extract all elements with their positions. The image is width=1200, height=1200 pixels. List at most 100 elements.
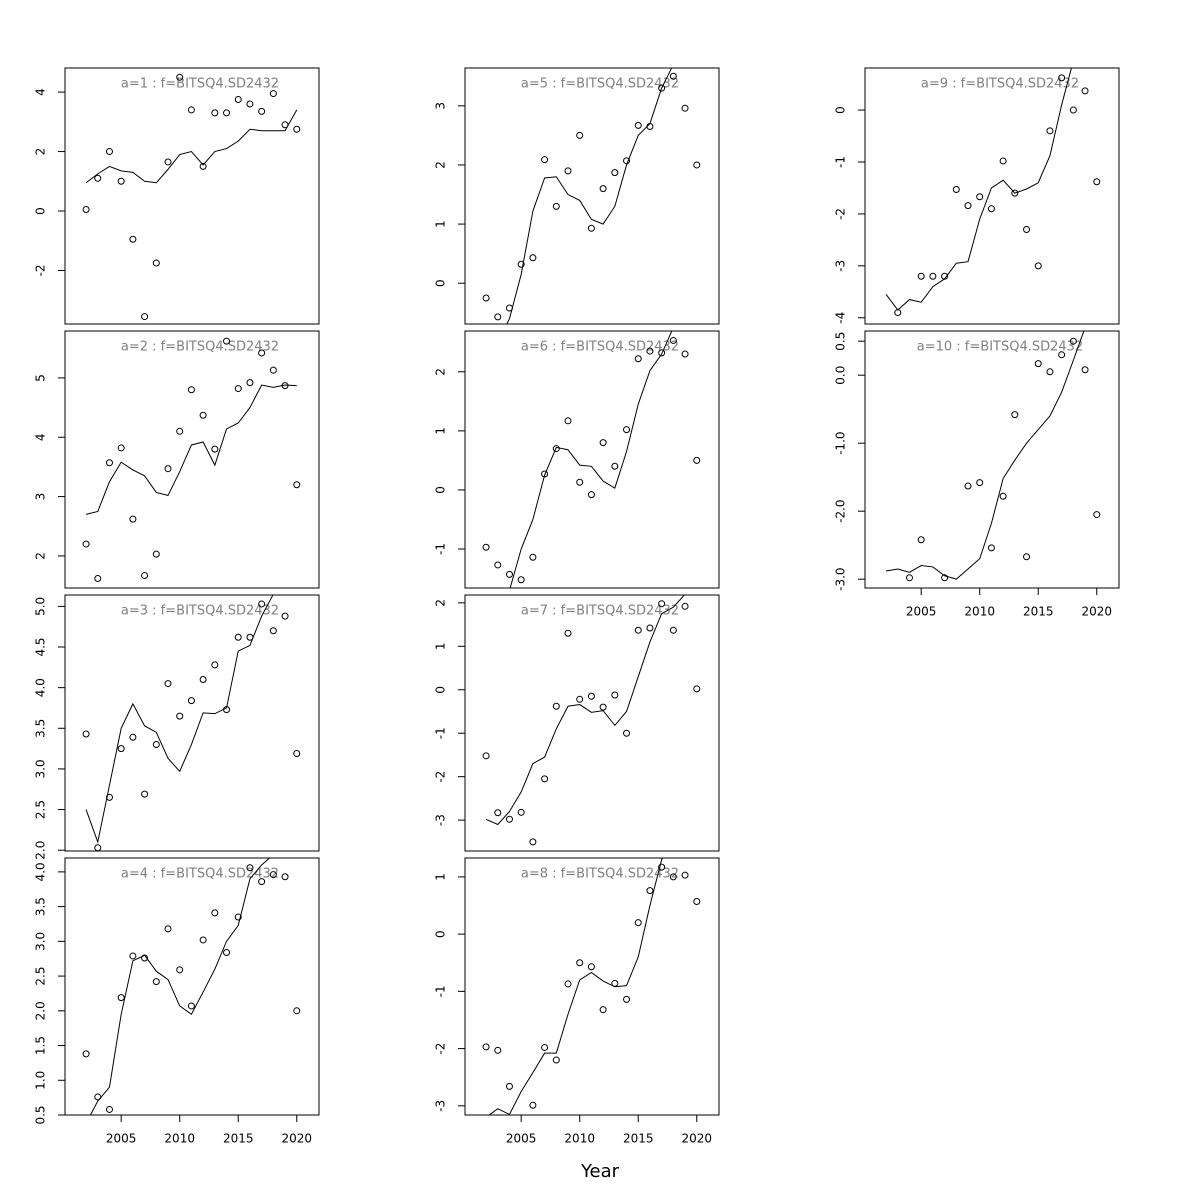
x-tick-label: 2005 [506, 1132, 537, 1146]
data-point [141, 790, 149, 798]
panel-frame [64, 857, 320, 1116]
data-point [176, 966, 184, 974]
data-point [1093, 178, 1101, 186]
data-point [669, 626, 677, 634]
plot-area [482, 68, 701, 324]
fitted-line [85, 109, 298, 184]
data-point [964, 482, 972, 490]
data-point [987, 205, 995, 213]
y-tick-label: 0 [34, 207, 48, 215]
y-tick-label: 4 [34, 88, 48, 96]
panel-frame [464, 857, 720, 1116]
y-tick-label: 2 [434, 161, 448, 169]
plot-area [885, 68, 1101, 317]
data-point [494, 1046, 502, 1054]
y-tick-label: -2 [34, 264, 48, 276]
y-tick-label: 2 [34, 552, 48, 560]
data-point [117, 994, 125, 1002]
data-point [293, 749, 301, 757]
data-point [82, 1050, 90, 1058]
y-tick-label: 0.0 [834, 366, 848, 385]
data-point [505, 815, 513, 823]
data-point [246, 100, 254, 108]
data-point [634, 626, 642, 634]
data-point [1046, 127, 1054, 135]
data-point [693, 456, 701, 464]
data-point [176, 712, 184, 720]
y-tick-label: 0 [434, 930, 448, 938]
x-tick-label: 2015 [623, 1132, 654, 1146]
y-tick-label: 3.0 [34, 759, 48, 778]
data-point [152, 550, 160, 558]
data-point [634, 121, 642, 129]
data-point [494, 313, 502, 321]
fitted-line [85, 384, 297, 515]
data-point [1058, 74, 1066, 82]
data-point [587, 491, 595, 499]
data-point [246, 864, 254, 872]
panel-frame [464, 594, 720, 852]
data-point [952, 186, 960, 194]
fitted-line [89, 858, 271, 1115]
data-point [211, 445, 219, 453]
data-point [234, 913, 242, 921]
data-point [505, 1082, 513, 1090]
plot-area [482, 858, 701, 1115]
data-point [505, 570, 513, 578]
y-tick-label: 0.5 [834, 332, 848, 351]
data-point [234, 633, 242, 641]
y-tick-label: 2.0 [34, 841, 48, 860]
y-tick-label: 4.5 [34, 637, 48, 656]
y-tick-label: 0 [434, 686, 448, 694]
panel-title: a=10 : f=BITSQ4.SD2432 [917, 340, 1083, 355]
data-point [82, 540, 90, 548]
data-point [576, 695, 584, 703]
y-tick-label: 5 [34, 374, 48, 382]
data-point [517, 808, 525, 816]
y-tick-label: -1 [434, 985, 448, 997]
y-tick-label: 1 [434, 220, 448, 228]
data-point [141, 572, 149, 580]
data-point [164, 465, 172, 473]
data-point [646, 123, 654, 131]
y-tick-label: 2 [434, 599, 448, 607]
y-tick-label: -3 [434, 814, 448, 826]
y-tick-label: 0 [434, 279, 448, 287]
data-point [234, 385, 242, 393]
data-point [552, 1056, 560, 1064]
data-point [1023, 225, 1031, 233]
y-tick-label: 1 [434, 642, 448, 650]
data-point [905, 574, 913, 582]
data-point [199, 162, 207, 170]
fitted-line [509, 331, 673, 588]
data-point [623, 426, 631, 434]
data-point [211, 109, 219, 117]
data-point [576, 131, 584, 139]
data-point [1011, 189, 1019, 197]
data-point [129, 733, 137, 741]
y-tick-label: 1 [434, 873, 448, 881]
data-point [693, 161, 701, 169]
y-tick-label: -3.0 [834, 567, 848, 590]
fitted-line [885, 68, 1072, 311]
panel-title: a=7 : f=BITSQ4.SD2432 [521, 604, 679, 619]
panel-title: a=4 : f=BITSQ4.SD2432 [121, 867, 279, 882]
plot-area [82, 858, 301, 1115]
data-point [105, 459, 113, 467]
data-point [187, 106, 195, 114]
data-point [199, 676, 207, 684]
panel-title: a=9 : f=BITSQ4.SD2432 [921, 77, 1079, 92]
panel-frame [464, 330, 720, 589]
y-tick-label: 2 [34, 148, 48, 156]
data-point [929, 272, 937, 280]
data-point [164, 680, 172, 688]
data-point [494, 809, 502, 817]
data-point [94, 174, 102, 182]
data-point [587, 963, 595, 971]
fitted-line [488, 858, 664, 1115]
y-tick-label: 0.5 [34, 1105, 48, 1124]
data-point [681, 350, 689, 358]
data-point [164, 925, 172, 933]
data-point [281, 873, 289, 881]
data-point [976, 193, 984, 201]
